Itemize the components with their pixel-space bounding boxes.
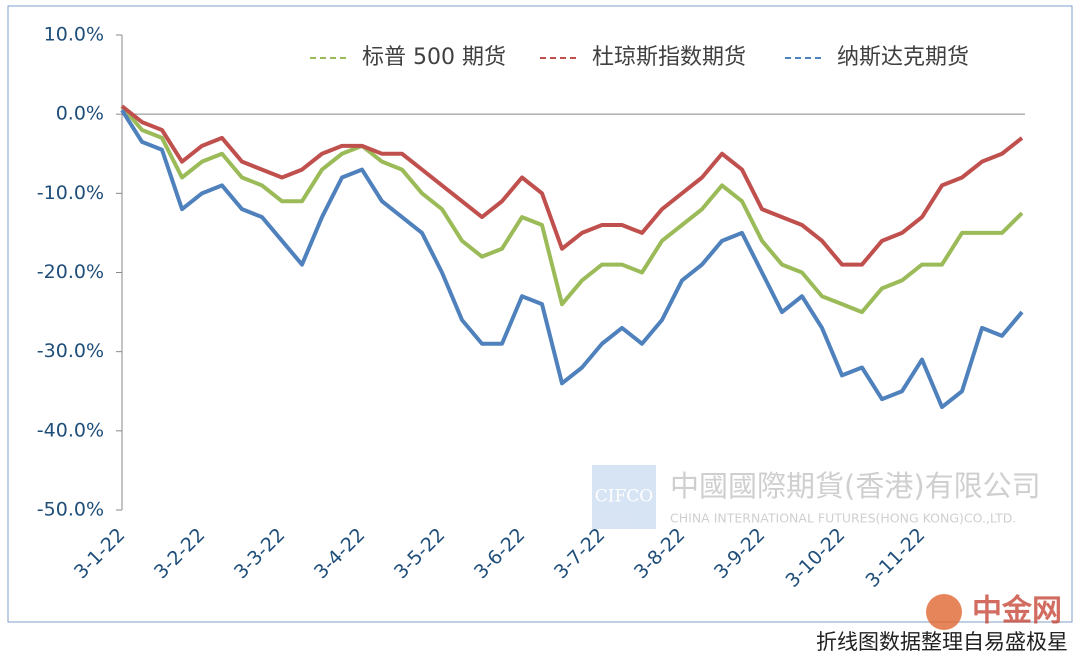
legend-label: 纳斯达克期货	[837, 45, 969, 70]
x-tick-label: 3-4-22	[310, 524, 369, 583]
x-tick-label: 3-5-22	[390, 524, 449, 583]
x-tick-label: 3-6-22	[470, 524, 529, 583]
y-tick-label: -50.0%	[37, 499, 104, 521]
watermark-name-en: CHINA INTERNATIONAL FUTURES(HONG KONG)CO…	[670, 511, 1016, 526]
y-tick-label: -40.0%	[37, 419, 104, 441]
watermark-logo: CIFCO	[595, 487, 653, 507]
note: 折线图数据整理自易盛极星	[816, 630, 1068, 654]
chart-border	[7, 5, 1073, 623]
x-tick-label: 3-10-22	[781, 524, 849, 592]
watermark-logo-box	[592, 465, 656, 529]
x-tick-label: 3-2-22	[150, 524, 209, 583]
watermark-name: 中國國際期貨(香港)有限公司	[670, 469, 1041, 503]
site-name: 中金网	[972, 594, 1062, 629]
y-tick-label: 10.0%	[44, 24, 104, 46]
y-tick-label: -30.0%	[37, 340, 104, 362]
x-tick-label: 3-1-22	[70, 524, 129, 583]
x-tick-label: 3-11-22	[861, 524, 929, 592]
x-tick-label: 3-9-22	[710, 524, 769, 583]
x-tick-label: 3-8-22	[630, 524, 689, 583]
y-tick-label: -20.0%	[37, 261, 104, 283]
x-tick-label: 3-7-22	[550, 524, 609, 583]
x-tick-label: 3-3-22	[230, 524, 289, 583]
series-line	[120, 109, 1024, 410]
series-line	[120, 104, 1024, 267]
watermark: CIFCO 中國國際期貨(香港)有限公司 CHINA INTERNATIONAL…	[592, 465, 1041, 529]
legend-label: 标普 500 期货	[362, 45, 506, 70]
site-logo	[926, 594, 962, 630]
y-tick-label: 0.0%	[56, 103, 104, 125]
series-line	[120, 104, 1024, 315]
legend-label: 杜琼斯指数期货	[592, 45, 746, 70]
y-tick-label: -10.0%	[37, 182, 104, 204]
